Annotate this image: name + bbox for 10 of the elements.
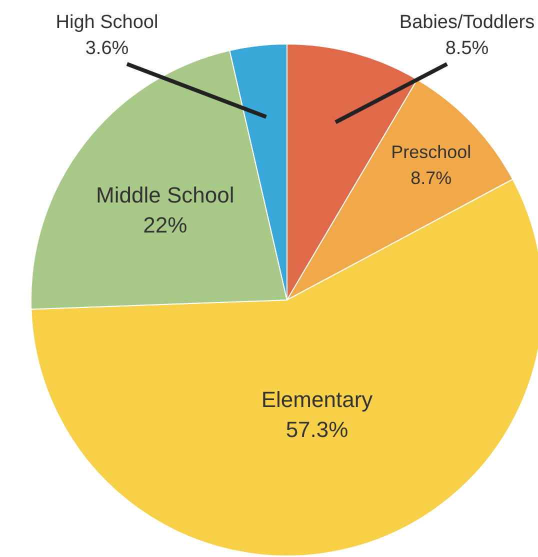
- data-label: 8.7%: [410, 168, 452, 188]
- slice-label: High School: [56, 12, 158, 33]
- data-label: 57.3%: [286, 417, 348, 442]
- data-label: 22%: [143, 212, 188, 238]
- slice-label: Middle School: [96, 182, 234, 208]
- data-label: 8.5%: [445, 38, 489, 59]
- slice-label: Preschool: [391, 142, 472, 162]
- data-label: 3.6%: [85, 38, 129, 59]
- slice-label: Babies/Toddlers: [399, 12, 535, 33]
- slice-label: Elementary: [261, 387, 373, 412]
